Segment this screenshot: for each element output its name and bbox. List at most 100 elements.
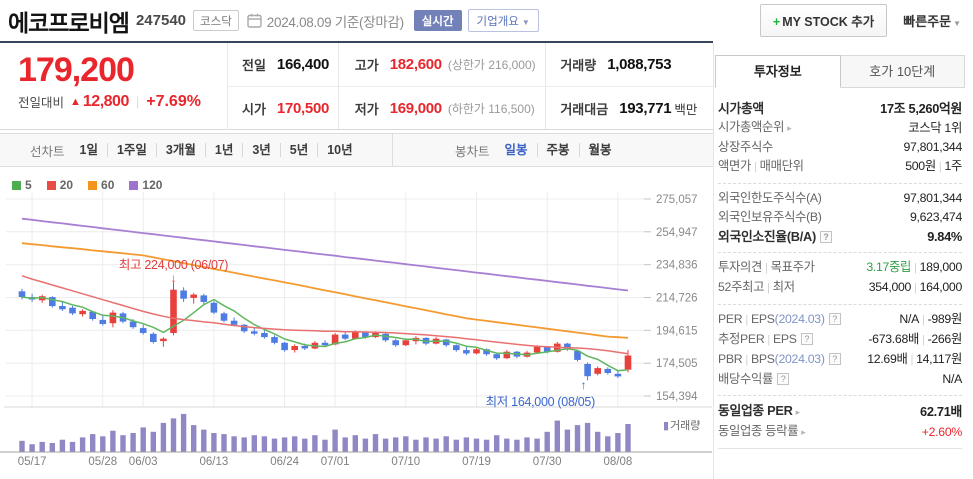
info-value: N/A [942, 372, 962, 386]
candle-tab-0[interactable]: 일봉 [504, 143, 528, 157]
chart-toolbar: 선차트 1일 1주일 3개월 1년 3년 5년 10년 봉차트 일봉 주봉 월봉 [0, 133, 713, 167]
svg-text:194,615: 194,615 [656, 325, 698, 337]
svg-text:06/03: 06/03 [129, 456, 158, 468]
legend-swatch-icon [129, 180, 139, 190]
sidebar-info-row: 추정PER | EPS? -673.68배 | -266원 [718, 330, 962, 350]
svg-text:214,726: 214,726 [656, 293, 698, 305]
company-overview-dropdown[interactable]: 기업개요 ▼ [467, 9, 539, 32]
info-label: 투자의견 | 목표주가 [718, 260, 815, 274]
ma-legend-item: 60 [88, 178, 114, 192]
info-label[interactable]: 동일업종 등락률 ▸ [718, 424, 806, 438]
quick-order-dropdown[interactable]: 빠른주문 ▼ [903, 14, 961, 29]
stock-code: 247540 [135, 12, 187, 29]
svg-text:254,947: 254,947 [656, 227, 698, 239]
help-icon[interactable]: ? [800, 333, 813, 345]
info-value: 97,801,344 [903, 140, 962, 154]
candlestick-chart-panel: 5 20 60 120 275,057 254,947 234,836 214,726 194… [0, 167, 713, 479]
info-value: -673.68배 | -266원 [868, 332, 962, 346]
period-tab-0[interactable]: 1일 [79, 143, 98, 157]
line-chart-caption: 선차트 [30, 144, 65, 159]
sidebar-tab-1[interactable]: 호가 10단계 [840, 55, 965, 88]
up-triangle-icon: ▲ [70, 95, 81, 108]
price-change-row: 전일대비 ▲ 12,800 | +7.69% [18, 92, 201, 111]
svg-text:07/19: 07/19 [462, 456, 491, 468]
info-value: 9.84% [927, 229, 962, 244]
svg-text:154,394: 154,394 [656, 391, 698, 403]
sidebar-info-row: 배당수익률? N/A [718, 370, 962, 389]
toolbar-divider [392, 134, 393, 166]
period-tab-3[interactable]: 1년 [204, 143, 243, 157]
sidebar-info-row: 동일업종 PER ▸ 62.71배 [718, 401, 962, 422]
plus-icon: + [772, 15, 781, 29]
info-value: 12.69배 | 14,117원 [867, 352, 962, 366]
info-value: 코스닥 1위 [908, 120, 962, 135]
svg-text:07/01: 07/01 [321, 456, 350, 468]
info-label: PBR | BPS(2024.03)? [718, 350, 841, 370]
info-label: 배당수익률? [718, 370, 790, 389]
price-change-value: 12,800 [82, 92, 129, 110]
info-label: 액면가 | 매매단위 [718, 159, 804, 173]
ohlc-table: 전일 166,400 고가 182,600 (상한가 216,000) 거래량 1,08… [227, 43, 713, 130]
stock-name[interactable]: 에코프로비엠 [8, 9, 130, 36]
info-label[interactable]: 동일업종 PER ▸ [718, 403, 801, 418]
info-label: 상장주식수 [718, 140, 774, 154]
candle-chart-caption: 봉차트 [455, 144, 490, 159]
help-icon[interactable]: ? [828, 353, 841, 365]
help-icon[interactable]: ? [828, 313, 841, 325]
header-divider [0, 41, 713, 43]
volume-legend: ▮거래량 [663, 420, 701, 432]
candle-tab-1[interactable]: 주봉 [536, 143, 579, 157]
content-divider [713, 43, 714, 479]
my-stock-add-button[interactable]: + MY STOCK 추가 [759, 4, 888, 37]
info-value: 9,623,474 [909, 210, 962, 224]
info-value: 97,801,344 [903, 191, 962, 205]
info-label: 외국인보유주식수(B) [718, 210, 822, 224]
ma-legend-item: 5 [12, 178, 32, 192]
period-tab-5[interactable]: 5년 [279, 143, 318, 157]
period-tab-6[interactable]: 10년 [317, 143, 362, 157]
sidebar-info-row: 외국인보유주식수(B) 9,623,474 [718, 208, 962, 227]
realtime-button[interactable]: 실시간 [413, 10, 462, 31]
svg-text:08/08: 08/08 [604, 456, 633, 468]
svg-text:174,505: 174,505 [656, 358, 698, 370]
sidebar-info-row: 투자의견 | 목표주가 3.17중립 | 189,000 [718, 258, 962, 278]
chevron-down-icon: ▼ [521, 18, 530, 27]
info-label: 시가총액 [718, 101, 764, 116]
lower-limit: (하한가 116,500) [447, 101, 535, 116]
sidebar-info-row: 외국인소진율(B/A)? 9.84% [718, 227, 962, 246]
info-value: 3.17중립 | 189,000 [866, 260, 962, 274]
help-icon[interactable]: ? [819, 231, 832, 243]
candle-tab-2[interactable]: 월봉 [578, 143, 621, 157]
period-tab-1[interactable]: 1주일 [106, 143, 156, 157]
price-change-percent: +7.69% [146, 92, 201, 110]
period-tab-4[interactable]: 3년 [242, 143, 280, 157]
period-tab-2[interactable]: 3개월 [155, 143, 205, 157]
prev-close: 166,400 [276, 56, 330, 73]
info-value: 354,000 | 164,000 [868, 280, 963, 294]
sidebar-info-row: 52주최고 | 최저 354,000 | 164,000 [718, 278, 962, 298]
trade-value: 193,771 [619, 99, 672, 117]
quote-date: 2024.08.09 기준(장마감) [266, 14, 404, 30]
stock-chart-svg: 275,057 254,947 234,836 214,726 194,615 174,5… [0, 192, 712, 468]
current-price: 179,200 [18, 51, 135, 89]
sidebar-info-row: 액면가 | 매매단위 500원 | 1주 [718, 157, 962, 177]
sidebar-tab-0[interactable]: 투자정보 [715, 55, 841, 88]
svg-text:05/17: 05/17 [18, 456, 47, 468]
annotation-high: 최고 224,000 (06/07) ↓ [118, 258, 229, 285]
legend-swatch-icon [88, 180, 98, 190]
info-label: 외국인소진율(B/A)? [718, 227, 832, 246]
help-icon[interactable]: ? [777, 373, 790, 385]
info-label: 외국인한도주식수(A) [718, 191, 822, 205]
header: 에코프로비엠 247540 코스닥 2024.08.09 기준(장마감) 실시간… [0, 0, 973, 41]
volume-bar-icon: ▮ [663, 420, 670, 432]
svg-text:05/28: 05/28 [88, 456, 117, 468]
svg-text:06/13: 06/13 [200, 456, 229, 468]
sidebar-info-row: 시가총액 17조 5,260억원 [718, 99, 962, 118]
info-value: 500원 | 1주 [905, 159, 962, 173]
link-arrow-icon: ▸ [801, 427, 806, 437]
link-arrow-icon: ▸ [795, 407, 801, 417]
info-label: 추정PER | EPS? [718, 330, 813, 350]
sidebar-info-row: 시가총액순위 ▸ 코스닥 1위 [718, 118, 962, 138]
info-label[interactable]: 시가총액순위 ▸ [718, 120, 792, 134]
chevron-down-icon: ▼ [953, 19, 961, 28]
